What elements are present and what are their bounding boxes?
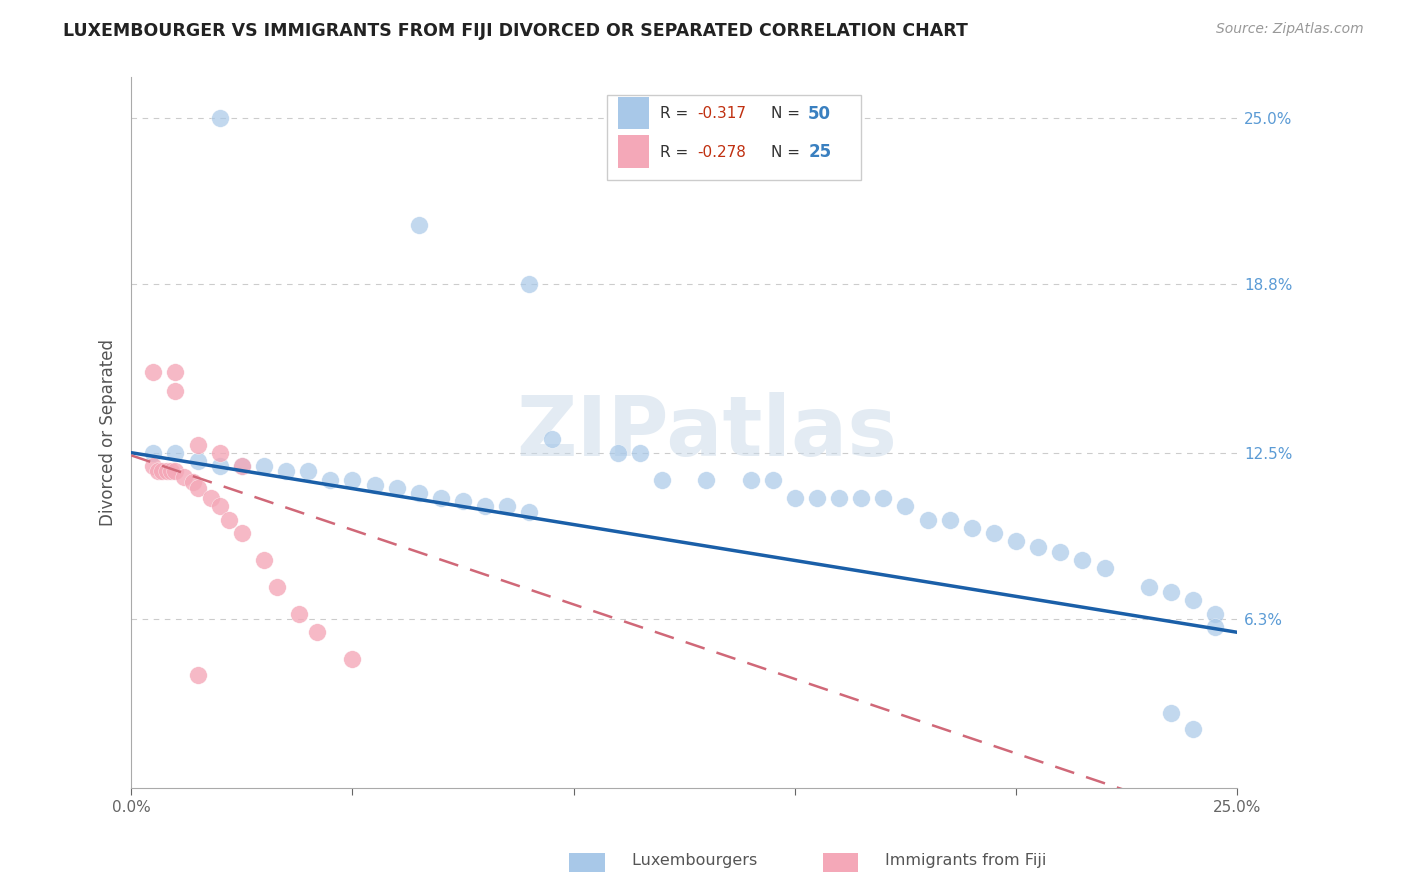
Point	[160, 465, 183, 479]
Point	[430, 491, 453, 506]
Point	[231, 459, 253, 474]
Point	[1137, 580, 1160, 594]
Point	[894, 500, 917, 514]
Point	[165, 446, 187, 460]
Point	[231, 459, 253, 474]
Text: R =: R =	[659, 106, 693, 121]
Point	[200, 491, 222, 506]
Point	[187, 481, 209, 495]
Point	[762, 473, 785, 487]
Point	[165, 465, 187, 479]
Point	[917, 513, 939, 527]
Point	[342, 473, 364, 487]
Point	[274, 465, 297, 479]
Point	[1160, 585, 1182, 599]
Point	[208, 459, 231, 474]
Point	[1094, 561, 1116, 575]
Text: 25: 25	[808, 143, 831, 161]
Point	[806, 491, 828, 506]
Point	[540, 432, 562, 446]
Text: -0.317: -0.317	[697, 106, 747, 121]
Point	[208, 500, 231, 514]
Point	[165, 384, 187, 398]
Point	[783, 491, 806, 506]
Point	[142, 459, 165, 474]
Point	[342, 652, 364, 666]
Text: 50: 50	[808, 104, 831, 123]
Point	[1204, 607, 1226, 621]
Point	[142, 446, 165, 460]
Point	[408, 486, 430, 500]
Text: N =: N =	[770, 106, 804, 121]
Point	[960, 521, 983, 535]
Point	[1026, 540, 1049, 554]
Point	[740, 473, 762, 487]
Text: N =: N =	[770, 145, 804, 160]
Point	[828, 491, 851, 506]
Point	[146, 465, 169, 479]
Point	[187, 454, 209, 468]
Point	[474, 500, 496, 514]
Point	[165, 365, 187, 379]
Point	[208, 446, 231, 460]
Point	[451, 494, 474, 508]
Point	[297, 465, 319, 479]
Point	[142, 365, 165, 379]
Point	[983, 526, 1005, 541]
Point	[496, 500, 519, 514]
Point	[651, 473, 673, 487]
Point	[187, 437, 209, 451]
Point	[266, 580, 288, 594]
Point	[363, 478, 385, 492]
Point	[187, 668, 209, 682]
Point	[1160, 706, 1182, 720]
Point	[628, 446, 651, 460]
Point	[156, 465, 179, 479]
Text: Source: ZipAtlas.com: Source: ZipAtlas.com	[1216, 22, 1364, 37]
Point	[150, 465, 173, 479]
Point	[208, 111, 231, 125]
Text: Immigrants from Fiji: Immigrants from Fiji	[844, 854, 1046, 868]
FancyBboxPatch shape	[617, 97, 648, 129]
Point	[288, 607, 311, 621]
Text: R =: R =	[659, 145, 693, 160]
Text: Luxembourgers: Luxembourgers	[591, 854, 756, 868]
Text: LUXEMBOURGER VS IMMIGRANTS FROM FIJI DIVORCED OR SEPARATED CORRELATION CHART: LUXEMBOURGER VS IMMIGRANTS FROM FIJI DIV…	[63, 22, 969, 40]
Point	[1005, 534, 1028, 549]
Point	[519, 277, 541, 291]
Text: ZIPatlas: ZIPatlas	[516, 392, 897, 473]
Point	[253, 459, 276, 474]
Text: -0.278: -0.278	[697, 145, 747, 160]
Point	[218, 513, 240, 527]
Point	[872, 491, 894, 506]
FancyBboxPatch shape	[617, 136, 648, 168]
Point	[1071, 553, 1094, 567]
Point	[253, 553, 276, 567]
Point	[851, 491, 873, 506]
Point	[173, 470, 195, 484]
Point	[307, 625, 329, 640]
Point	[319, 473, 342, 487]
Point	[606, 446, 628, 460]
Point	[1049, 545, 1071, 559]
Point	[1204, 620, 1226, 634]
Point	[938, 513, 960, 527]
Point	[1182, 722, 1205, 736]
Point	[695, 473, 717, 487]
FancyBboxPatch shape	[607, 95, 862, 180]
Point	[519, 505, 541, 519]
Point	[385, 481, 408, 495]
Point	[1182, 593, 1205, 607]
Y-axis label: Divorced or Separated: Divorced or Separated	[100, 339, 117, 526]
Point	[181, 475, 204, 490]
Point	[231, 526, 253, 541]
Point	[408, 218, 430, 232]
